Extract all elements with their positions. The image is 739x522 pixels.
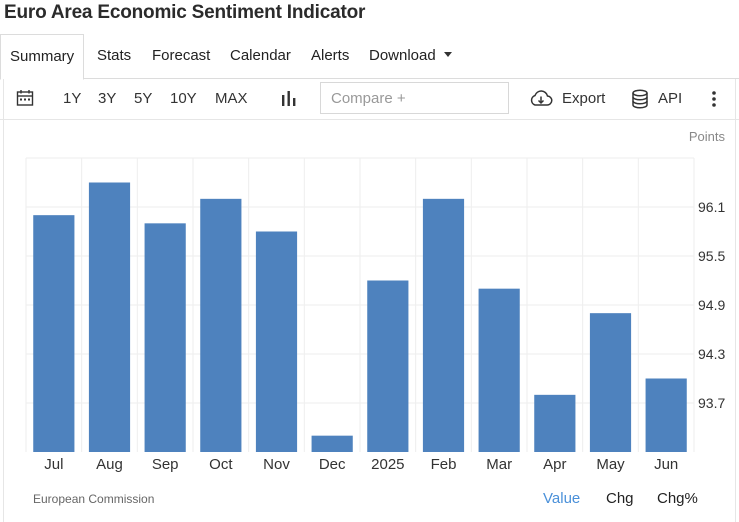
tab-download-label: Download bbox=[369, 47, 436, 64]
tab-bar: Summary Stats Forecast Calendar Alerts D… bbox=[0, 34, 739, 80]
chg-tab[interactable]: Chg bbox=[606, 490, 634, 507]
bar-nov bbox=[255, 231, 298, 452]
bar-dec bbox=[311, 435, 353, 452]
range-max[interactable]: MAX bbox=[215, 90, 248, 107]
range-1y[interactable]: 1Y bbox=[63, 90, 82, 107]
bar-2025 bbox=[367, 280, 409, 452]
more-vertical-icon[interactable] bbox=[711, 90, 717, 108]
range-10y[interactable]: 10Y bbox=[170, 90, 197, 107]
bar-mar bbox=[478, 288, 520, 452]
y-tick-label: 94.3 bbox=[698, 346, 725, 362]
y-tick-label: 93.7 bbox=[698, 395, 725, 411]
cloud-download-icon[interactable] bbox=[529, 90, 553, 108]
calendar-icon[interactable] bbox=[16, 89, 34, 107]
x-tick-label: May bbox=[596, 456, 625, 473]
y-tick-label: 94.9 bbox=[698, 297, 725, 313]
x-tick-label: Mar bbox=[486, 456, 512, 473]
x-tick-label: Feb bbox=[431, 456, 457, 473]
bar-may bbox=[589, 313, 632, 452]
tab-stats[interactable]: Stats bbox=[97, 47, 132, 64]
x-tick-label: Jul bbox=[44, 456, 63, 473]
value-tab[interactable]: Value bbox=[543, 490, 581, 507]
x-tick-label: 2025 bbox=[371, 456, 404, 473]
tab-summary[interactable]: Summary bbox=[0, 34, 85, 80]
left-border bbox=[3, 79, 4, 522]
chg-percent-tab[interactable]: Chg% bbox=[657, 490, 698, 507]
database-icon[interactable] bbox=[631, 89, 649, 109]
range-5y[interactable]: 5Y bbox=[134, 90, 153, 107]
range-3y[interactable]: 3Y bbox=[98, 90, 117, 107]
bar-chart-icon[interactable] bbox=[281, 90, 297, 107]
bar-chart: 96.1 95.5 94.9 94.3 93.7 Jul Aug Sep Oct Nov Dec 20… bbox=[25, 157, 725, 473]
tab-alerts[interactable]: Alerts bbox=[311, 47, 350, 64]
page-title: Euro Area Economic Sentiment Indicator bbox=[4, 2, 366, 23]
right-border bbox=[735, 79, 736, 522]
bar-sep bbox=[144, 223, 186, 452]
x-tick-label: Nov bbox=[263, 456, 290, 473]
bar-aug bbox=[88, 182, 131, 452]
bar-apr bbox=[534, 394, 576, 452]
export-button[interactable]: Export bbox=[562, 90, 606, 107]
api-button[interactable]: API bbox=[658, 90, 683, 107]
bar-jun bbox=[645, 378, 687, 452]
x-tick-label: Jun bbox=[654, 456, 678, 473]
x-tick-label: Apr bbox=[543, 456, 566, 473]
tab-download[interactable]: Download bbox=[369, 34, 452, 78]
x-tick-label: Sep bbox=[152, 456, 179, 473]
x-tick-label: Aug bbox=[96, 456, 123, 473]
y-tick-label: 96.1 bbox=[698, 199, 725, 215]
source-label: European Commission bbox=[33, 492, 155, 506]
tab-calendar[interactable]: Calendar bbox=[230, 47, 291, 64]
x-tick-label: Oct bbox=[209, 456, 233, 473]
tab-forecast[interactable]: Forecast bbox=[152, 47, 211, 64]
x-tick-label: Dec bbox=[319, 456, 346, 473]
compare-input[interactable] bbox=[320, 82, 509, 114]
caret-down-icon bbox=[443, 51, 452, 57]
y-tick-label: 95.5 bbox=[698, 248, 725, 264]
bar-oct bbox=[200, 198, 242, 452]
y-axis-unit-label: Points bbox=[688, 129, 725, 144]
bar-feb bbox=[422, 198, 465, 452]
toolbar: 1Y 3Y 5Y 10Y MAX Export API bbox=[0, 79, 739, 120]
bar-jul bbox=[33, 215, 75, 452]
